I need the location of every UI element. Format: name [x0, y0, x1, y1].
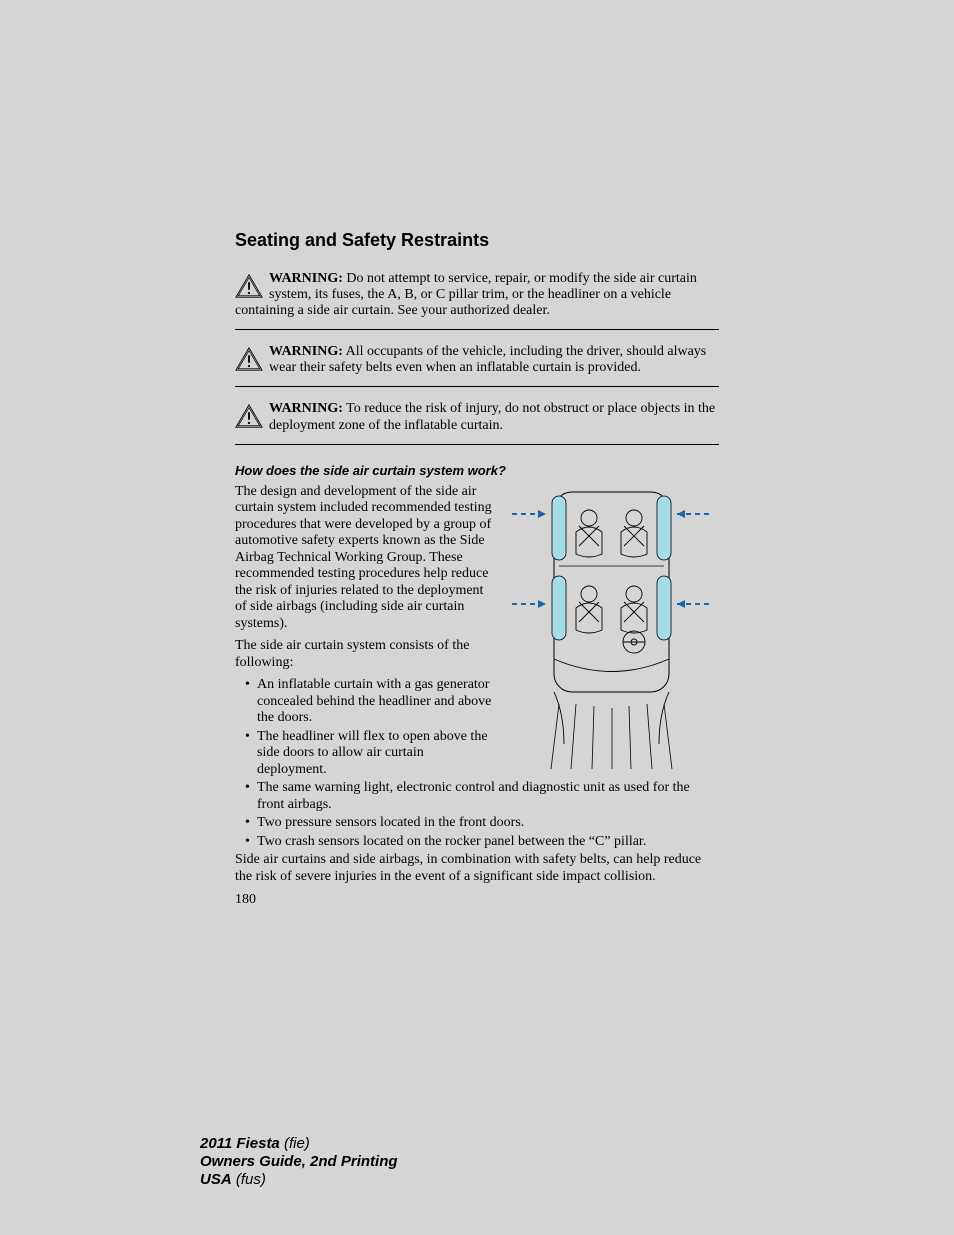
list-item: Two crash sensors located on the rocker …: [245, 834, 719, 851]
footer: 2011 Fiesta (fie) Owners Guide, 2nd Prin…: [200, 1135, 398, 1189]
list-item: The same warning light, electronic contr…: [245, 780, 719, 813]
page-number: 180: [235, 892, 719, 909]
warning-triangle-icon: [235, 403, 263, 429]
footer-region-code: (fus): [232, 1171, 266, 1188]
warning-3: WARNING: To reduce the risk of injury, d…: [235, 401, 719, 444]
warning-2: WARNING: All occupants of the vehicle, i…: [235, 344, 719, 387]
footer-region: USA: [200, 1171, 232, 1188]
warning-label: WARNING:: [269, 344, 343, 359]
section-title: Seating and Safety Restraints: [235, 230, 719, 251]
footer-guide: Owners Guide, 2nd Printing: [200, 1153, 398, 1171]
list-item: The headliner will flex to open above th…: [245, 729, 719, 779]
warning-triangle-icon: [235, 273, 263, 299]
warning-1: WARNING: Do not attempt to service, repa…: [235, 271, 719, 330]
footer-model: 2011 Fiesta: [200, 1135, 280, 1152]
list-item: An inflatable curtain with a gas generat…: [245, 677, 719, 727]
paragraph-3: Side air curtains and side airbags, in c…: [235, 852, 719, 885]
subsection-title: How does the side air curtain system wor…: [235, 463, 719, 478]
warning-label: WARNING:: [269, 271, 343, 286]
bullet-list: An inflatable curtain with a gas generat…: [235, 677, 719, 850]
list-item: Two pressure sensors located in the fron…: [245, 815, 719, 832]
warning-label: WARNING:: [269, 401, 343, 416]
footer-code: (fie): [280, 1135, 310, 1152]
warning-triangle-icon: [235, 346, 263, 372]
